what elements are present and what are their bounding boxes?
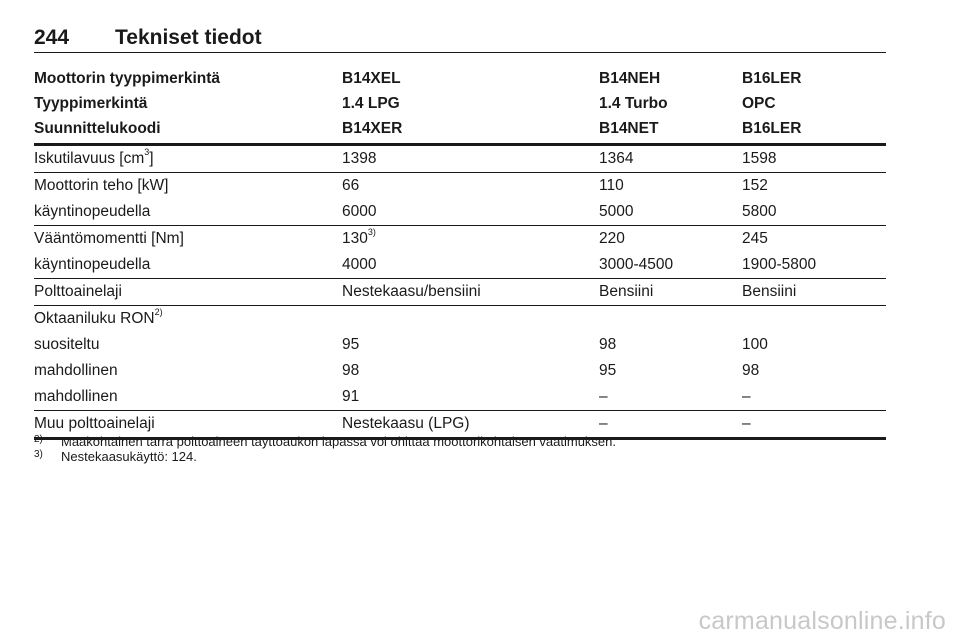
table-cell: 3000-4500 bbox=[599, 256, 674, 273]
table-cell: – bbox=[742, 388, 751, 405]
table-cell: Nestekaasu (LPG) bbox=[342, 415, 470, 432]
header-cell: B16LER bbox=[742, 70, 802, 87]
table-cell: – bbox=[599, 388, 608, 405]
footnote-mark: 2) bbox=[34, 434, 43, 445]
torque-value-lpg: 130 bbox=[342, 230, 368, 247]
table-row: Iskutilavuus [cm3] 1398 1364 1598 bbox=[34, 146, 886, 172]
table-cell: 66 bbox=[342, 177, 360, 194]
table-cell: 95 bbox=[342, 336, 360, 353]
table-cell: 1303) bbox=[342, 226, 599, 252]
table-row: Polttoainelaji Nestekaasu/bensiini Bensi… bbox=[34, 278, 886, 305]
table-cell: 100 bbox=[742, 336, 768, 353]
table-row: Vääntömomentti [Nm] 1303) 220 245 bbox=[34, 225, 886, 252]
header-cell: Tyyppimerkintä bbox=[34, 95, 148, 112]
table-cell: 98 bbox=[742, 362, 760, 379]
table-cell: 4000 bbox=[342, 256, 377, 273]
power-label: Moottorin teho [kW] bbox=[34, 177, 169, 194]
table-cell: 220 bbox=[599, 230, 625, 247]
power-rpm-label: käyntinopeudella bbox=[34, 203, 151, 220]
table-cell: 95 bbox=[599, 362, 617, 379]
table-cell: – bbox=[599, 415, 608, 432]
table-cell: 98 bbox=[599, 336, 617, 353]
table-cell: Nestekaasu/bensiini bbox=[342, 283, 481, 300]
header-cell: 1.4 Turbo bbox=[599, 95, 668, 112]
table-row: mahdollinen 98 95 98 bbox=[34, 358, 886, 384]
footnote-ref: 3) bbox=[367, 226, 376, 237]
header-cell: Suunnittelukoodi bbox=[34, 120, 161, 137]
table-cell: 1900-5800 bbox=[742, 256, 817, 273]
footnote: 2) Maakohtainen tarra polttoaineen täytt… bbox=[34, 434, 886, 449]
octane-row-label: mahdollinen bbox=[34, 362, 118, 379]
table-cell: 6000 bbox=[342, 203, 377, 220]
table-cell bbox=[342, 306, 599, 332]
table-cell bbox=[742, 306, 886, 332]
table-header-row: Tyyppimerkintä 1.4 LPG 1.4 Turbo OPC bbox=[34, 91, 886, 116]
table-row: Muu polttoainelaji Nestekaasu (LPG) – – bbox=[34, 410, 886, 440]
table-cell: 91 bbox=[342, 388, 360, 405]
displacement-label: Iskutilavuus [cm3] bbox=[34, 146, 342, 172]
footnote: 3) Nestekaasukäyttö: 124. bbox=[34, 449, 886, 464]
octane-label: Oktaaniluku RON2) bbox=[34, 306, 342, 332]
footnote-mark: 3) bbox=[34, 449, 43, 460]
footnote-text: Nestekaasukäyttö: 124. bbox=[61, 449, 197, 464]
table-row: Oktaaniluku RON2) bbox=[34, 305, 886, 332]
footnotes: 2) Maakohtainen tarra polttoaineen täytt… bbox=[34, 434, 886, 464]
footnote-text: Maakohtainen tarra polttoaineen täyttöau… bbox=[61, 434, 617, 449]
torque-rpm-label: käyntinopeudella bbox=[34, 256, 151, 273]
table-header-row: Suunnittelukoodi B14XER B14NET B16LER bbox=[34, 116, 886, 146]
table-row: suositeltu 95 98 100 bbox=[34, 332, 886, 358]
table-cell: 5800 bbox=[742, 203, 777, 220]
displacement-label-text: Iskutilavuus [cm bbox=[34, 150, 145, 167]
header-cell: B14XER bbox=[342, 120, 403, 137]
watermark: carmanualsonline.info bbox=[698, 607, 946, 635]
header-cell: 1.4 LPG bbox=[342, 95, 400, 112]
table-cell: 152 bbox=[742, 177, 768, 194]
octane-label-text: Oktaaniluku RON bbox=[34, 310, 155, 327]
fuel-label: Polttoainelaji bbox=[34, 283, 122, 300]
displacement-label-end: ] bbox=[149, 150, 154, 167]
octane-row-label: suositeltu bbox=[34, 336, 100, 353]
table-row: mahdollinen 91 – – bbox=[34, 384, 886, 410]
table-row: käyntinopeudella 6000 5000 5800 bbox=[34, 199, 886, 225]
table-cell: 98 bbox=[342, 362, 360, 379]
table-row: käyntinopeudella 4000 3000-4500 1900-580… bbox=[34, 252, 886, 278]
table-header-row: Moottorin tyyppimerkintä B14XEL B14NEH B… bbox=[34, 66, 886, 91]
table-cell: 5000 bbox=[599, 203, 634, 220]
header-cell: Moottorin tyyppimerkintä bbox=[34, 70, 221, 87]
page-header: 244 Tekniset tiedot bbox=[34, 26, 886, 53]
header-cell: B14NEH bbox=[599, 70, 661, 87]
table-row: Moottorin teho [kW] 66 110 152 bbox=[34, 172, 886, 199]
header-cell: B14XEL bbox=[342, 70, 401, 87]
page-title: Tekniset tiedot bbox=[115, 26, 262, 49]
footnote-ref: 2) bbox=[154, 306, 163, 317]
table-cell: 1364 bbox=[599, 150, 634, 167]
octane-row-label: mahdollinen bbox=[34, 388, 118, 405]
table-cell: 1398 bbox=[342, 150, 377, 167]
table-cell: 245 bbox=[742, 230, 768, 247]
displacement-unit-exponent: 3 bbox=[144, 146, 150, 157]
torque-label: Vääntömomentti [Nm] bbox=[34, 230, 184, 247]
page-number: 244 bbox=[34, 26, 70, 49]
table-cell: 110 bbox=[599, 177, 624, 194]
header-cell: B16LER bbox=[742, 120, 802, 137]
table-cell: – bbox=[742, 415, 751, 432]
header-cell: B14NET bbox=[599, 120, 659, 137]
table-cell: Bensiini bbox=[742, 283, 797, 300]
header-cell: OPC bbox=[742, 95, 776, 112]
other-fuel-label: Muu polttoainelaji bbox=[34, 415, 155, 432]
spec-table: Moottorin tyyppimerkintä B14XEL B14NEH B… bbox=[34, 66, 886, 440]
table-cell: 1598 bbox=[742, 150, 777, 167]
table-cell: Bensiini bbox=[599, 283, 654, 300]
table-cell bbox=[599, 306, 742, 332]
